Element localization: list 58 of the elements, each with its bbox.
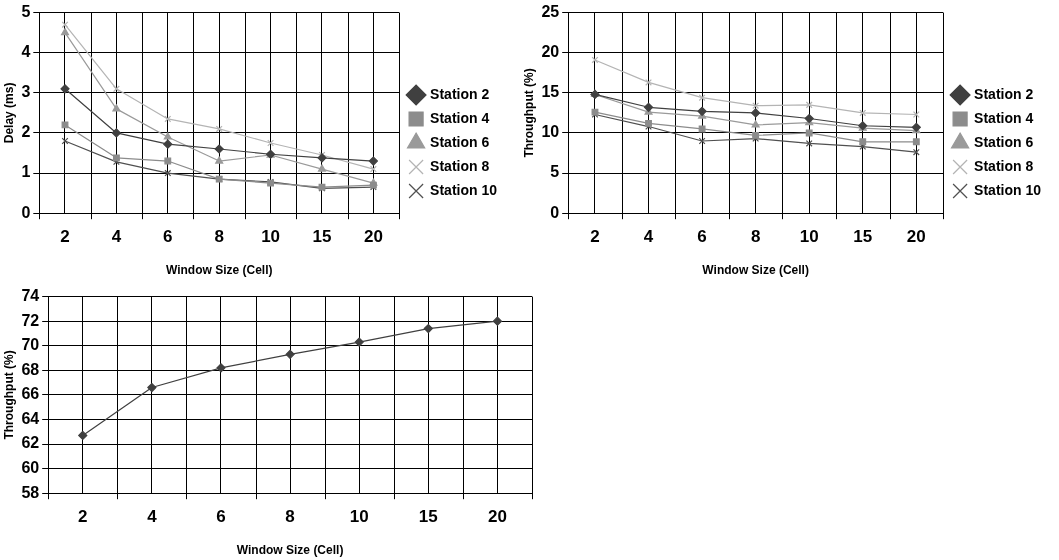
x-tick-label: 10 bbox=[799, 227, 819, 247]
x-tick-label: 6 bbox=[697, 227, 707, 247]
x-tick-label: 8 bbox=[214, 227, 224, 247]
y-tick-label: 1 bbox=[21, 163, 31, 181]
x-axis-title: Window Size (Cell) bbox=[236, 543, 344, 558]
y-tick-label: 68 bbox=[21, 360, 40, 378]
x-tick-label: 2 bbox=[78, 507, 88, 527]
y-axis-title: Throughput (%) bbox=[1, 350, 16, 440]
x-tick-label: 10 bbox=[349, 507, 369, 527]
legend-label: Station 10 bbox=[430, 181, 498, 198]
legend-label: Station 6 bbox=[430, 133, 490, 150]
y-tick-label: 15 bbox=[541, 83, 560, 101]
x-tick-label: 4 bbox=[643, 227, 654, 247]
y-tick-label: 58 bbox=[21, 483, 40, 501]
x-tick-label: 2 bbox=[590, 227, 600, 247]
x-tick-label: 20 bbox=[906, 227, 926, 247]
y-tick-label: 60 bbox=[21, 459, 40, 477]
x-tick-label: 6 bbox=[163, 227, 173, 247]
x-tick-label: 8 bbox=[750, 227, 761, 247]
legend-label: Station 8 bbox=[974, 157, 1034, 174]
y-tick-label: 25 bbox=[541, 3, 560, 21]
legend-label: Station 2 bbox=[974, 85, 1034, 102]
y-tick-label: 5 bbox=[550, 163, 560, 181]
x-tick-label: 20 bbox=[363, 227, 383, 247]
y-tick-label: 64 bbox=[21, 409, 40, 427]
y-axis-title: Delay (ms) bbox=[1, 82, 16, 144]
x-tick-label: 10 bbox=[261, 227, 281, 247]
x-tick-label: 15 bbox=[312, 227, 332, 247]
y-tick-label: 74 bbox=[21, 287, 40, 305]
y-tick-label: 0 bbox=[21, 203, 31, 221]
x-tick-label: 6 bbox=[216, 507, 226, 527]
y-tick-label: 5 bbox=[21, 3, 31, 21]
x-tick-label: 4 bbox=[111, 227, 122, 247]
x-tick-label: 15 bbox=[418, 507, 438, 527]
y-tick-label: 66 bbox=[21, 385, 40, 403]
y-axis-title: Throughput (%) bbox=[521, 68, 536, 158]
y-tick-label: 72 bbox=[21, 311, 40, 329]
x-axis-title: Window Size (Cell) bbox=[702, 263, 809, 278]
legend-label: Station 2 bbox=[430, 85, 490, 102]
y-tick-label: 3 bbox=[21, 83, 31, 101]
y-tick-label: 2 bbox=[21, 123, 31, 141]
y-tick-label: 62 bbox=[21, 434, 40, 452]
x-tick-label: 20 bbox=[487, 507, 507, 527]
x-tick-label: 4 bbox=[147, 507, 158, 527]
x-tick-label: 8 bbox=[285, 507, 295, 527]
y-tick-label: 20 bbox=[541, 43, 560, 61]
legend-label: Station 4 bbox=[974, 109, 1034, 126]
y-tick-label: 0 bbox=[550, 203, 560, 221]
y-tick-label: 70 bbox=[21, 336, 40, 354]
legend-label: Station 4 bbox=[430, 109, 490, 126]
legend-label: Station 10 bbox=[974, 181, 1042, 198]
y-tick-label: 10 bbox=[541, 123, 560, 141]
x-tick-label: 15 bbox=[853, 227, 873, 247]
legend-label: Station 8 bbox=[430, 157, 490, 174]
y-tick-label: 4 bbox=[21, 43, 31, 61]
x-tick-label: 2 bbox=[60, 227, 70, 247]
legend-label: Station 6 bbox=[974, 133, 1034, 150]
x-axis-title: Window Size (Cell) bbox=[165, 263, 273, 278]
